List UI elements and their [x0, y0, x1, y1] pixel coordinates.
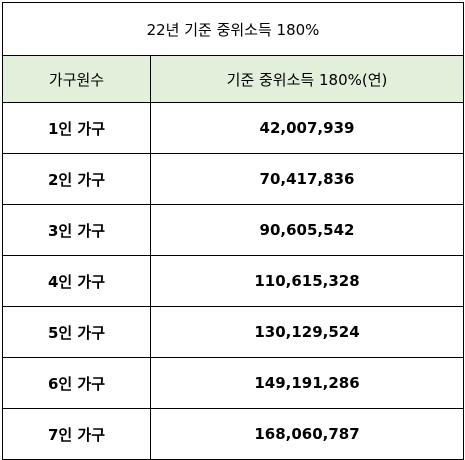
- income-amount-cell: 149,191,286: [149, 357, 465, 409]
- table-row: 3인 가구 90,605,542: [2, 204, 465, 256]
- household-size-cell: 5인 가구: [2, 306, 151, 358]
- income-amount-cell: 130,129,524: [149, 306, 465, 358]
- table-title-row: 22년 기준 중위소득 180%: [1, 2, 465, 56]
- income-amount-cell: 70,417,836: [149, 153, 465, 205]
- column-header-amount: 기준 중위소득 180%(연): [149, 55, 465, 103]
- income-amount-cell: 168,060,787: [149, 408, 465, 460]
- income-amount-cell: 42,007,939: [149, 102, 465, 154]
- table-row: 4인 가구 110,615,328: [2, 255, 465, 307]
- table-header-row: 가구원수 기준 중위소득 180%(연): [2, 55, 465, 103]
- income-amount-cell: 90,605,542: [149, 204, 465, 256]
- table-title: 22년 기준 중위소득 180%: [1, 2, 465, 56]
- household-size-cell: 6인 가구: [2, 357, 151, 409]
- household-size-cell: 7인 가구: [2, 408, 151, 460]
- table-row: 2인 가구 70,417,836: [2, 153, 465, 205]
- table-row: 5인 가구 130,129,524: [2, 306, 465, 358]
- household-size-cell: 2인 가구: [2, 153, 151, 205]
- table-row: 6인 가구 149,191,286: [2, 357, 465, 409]
- household-size-cell: 3인 가구: [2, 204, 151, 256]
- table-row: 7인 가구 168,060,787: [2, 408, 465, 460]
- household-size-cell: 1인 가구: [2, 102, 151, 154]
- column-header-household: 가구원수: [2, 55, 151, 103]
- table-row: 1인 가구 42,007,939: [2, 102, 465, 154]
- household-size-cell: 4인 가구: [2, 255, 151, 307]
- income-amount-cell: 110,615,328: [149, 255, 465, 307]
